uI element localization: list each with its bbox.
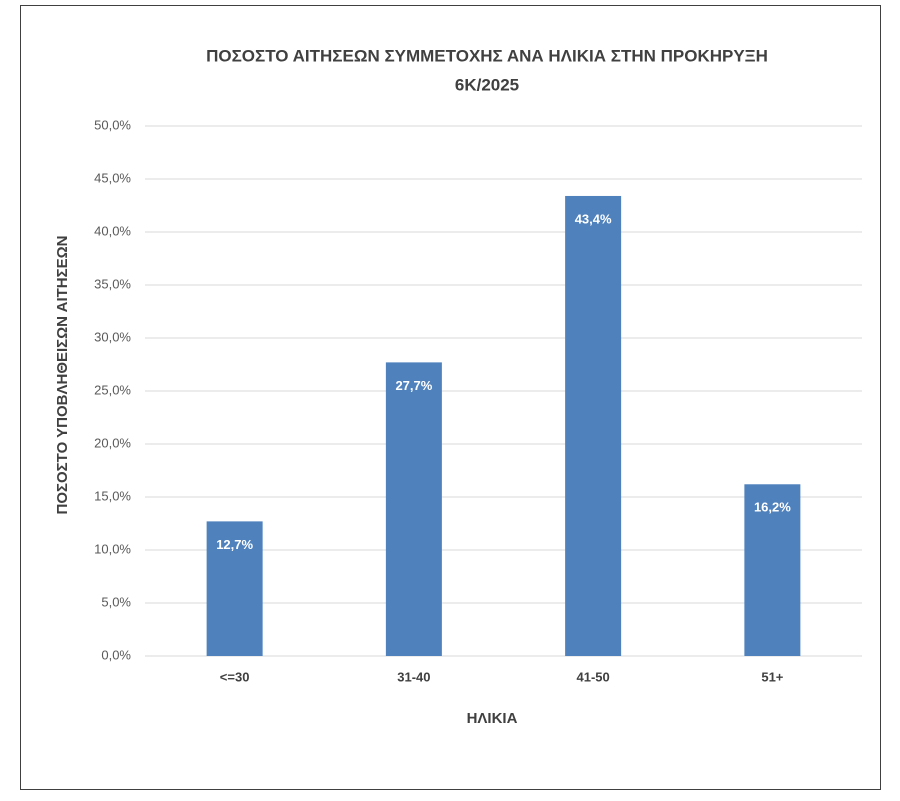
data-label: 43,4% <box>575 211 612 226</box>
y-axis-title: ΠΟΣΟΣΤΟ ΥΠΟΒΛΗΘΕΙΣΩΝ ΑΙΤΗΣΕΩΝ <box>54 236 71 515</box>
y-tick-label: 0,0% <box>101 647 131 662</box>
chart-title: 6Κ/2025 <box>455 75 519 94</box>
x-tick-label: <=30 <box>220 669 250 684</box>
bar <box>565 195 622 656</box>
y-tick-label: 10,0% <box>94 541 131 556</box>
y-tick-label: 25,0% <box>94 382 131 397</box>
y-tick-label: 40,0% <box>94 223 131 238</box>
x-tick-label: 41-50 <box>577 669 610 684</box>
y-tick-label: 45,0% <box>94 170 131 185</box>
data-label: 27,7% <box>395 378 432 393</box>
chart-title: ΠΟΣΟΣΤΟ ΑΙΤΗΣΕΩΝ ΣΥΜΜΕΤΟΧΗΣ ΑΝΑ ΗΛΙΚΙΑ Σ… <box>206 46 768 65</box>
data-label: 12,7% <box>216 537 253 552</box>
y-tick-label: 15,0% <box>94 488 131 503</box>
x-tick-label: 31-40 <box>397 669 430 684</box>
y-tick-label: 50,0% <box>94 117 131 132</box>
data-label: 16,2% <box>754 500 791 515</box>
y-tick-label: 5,0% <box>101 594 131 609</box>
y-tick-label: 35,0% <box>94 276 131 291</box>
y-tick-label: 30,0% <box>94 329 131 344</box>
bar <box>206 521 263 656</box>
bar <box>744 484 801 656</box>
x-tick-label: 51+ <box>761 669 783 684</box>
bar <box>385 362 442 656</box>
y-tick-label: 20,0% <box>94 435 131 450</box>
chart-border <box>20 5 881 790</box>
x-axis-title: ΗΛΙΚΙΑ <box>467 710 518 727</box>
